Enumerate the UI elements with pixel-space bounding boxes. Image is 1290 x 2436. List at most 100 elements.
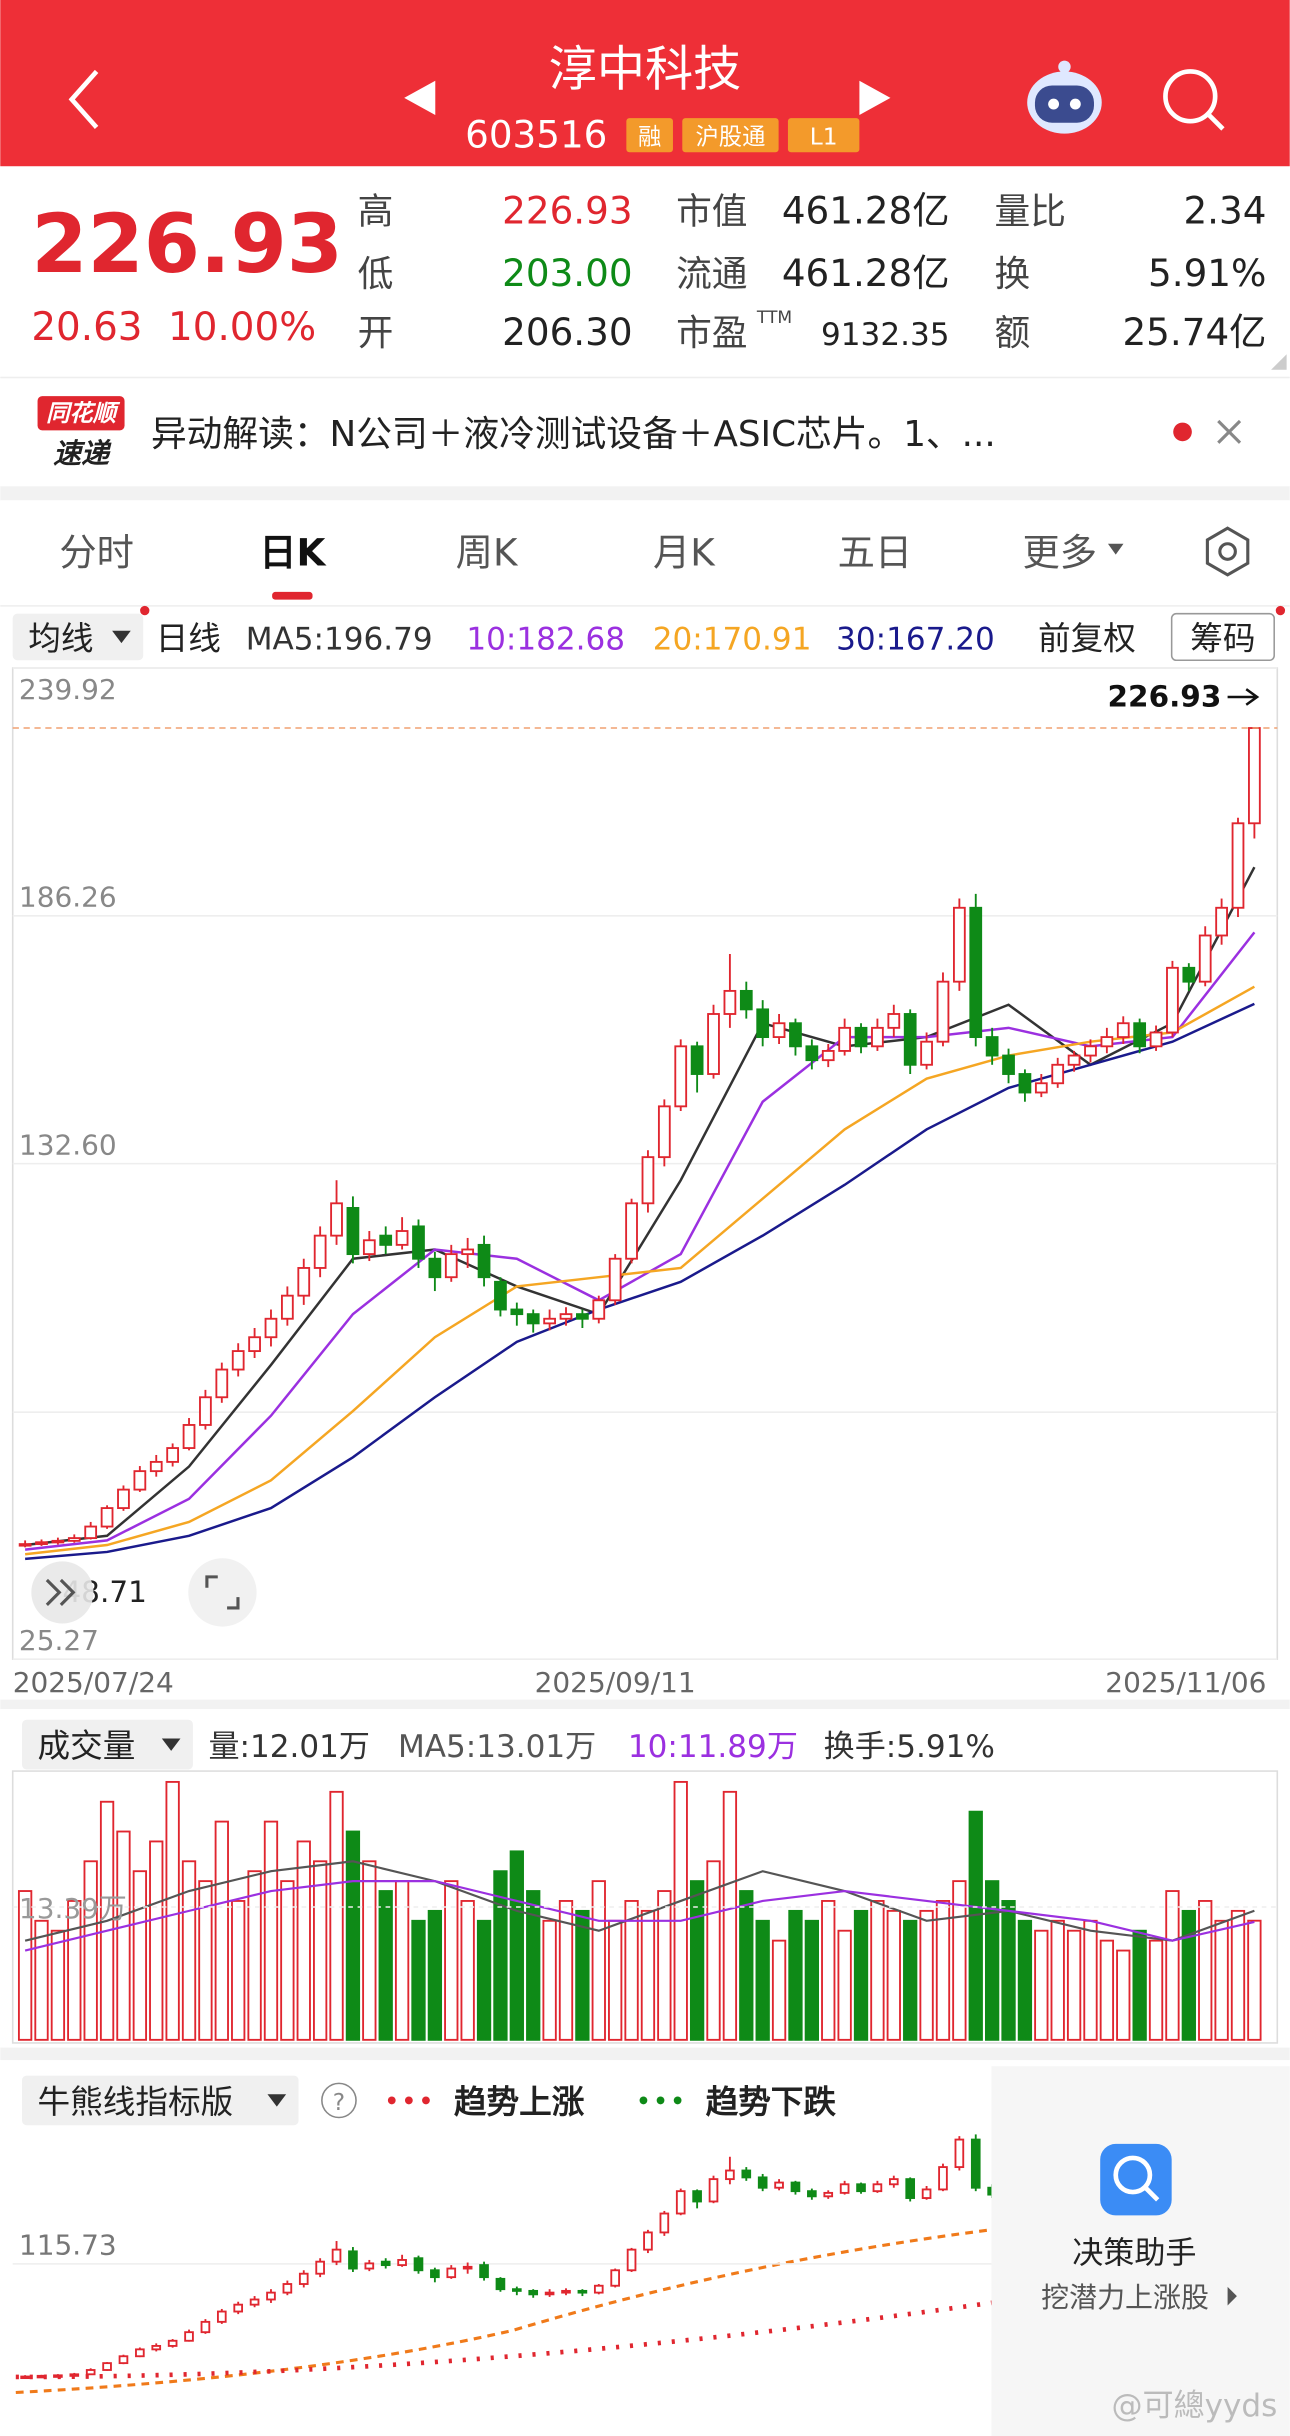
tab[interactable]: 分时 [59,531,134,575]
expand-controls[interactable] [31,1558,257,1627]
candle-body [166,1447,180,1463]
tab[interactable]: 更多 [1023,531,1098,575]
candle-body [674,1045,688,1108]
candle-body [348,2250,358,2270]
quote-stats: 高 226.93 市值 461.28亿 量比 2.34低 203.00 流通 461.28亿换 5… [358,189,1267,354]
candle-body [1248,727,1261,825]
volume-bar [1066,1929,1082,2041]
volume-bar [968,1810,983,2041]
volume-bar [247,1870,262,2041]
volume-selector[interactable] [22,1719,193,1770]
candle-body [577,2289,588,2294]
indicator-selector[interactable] [22,2075,299,2126]
volume-title: 成交量 [38,1727,136,1765]
indicator-title: 牛熊线指标版 [38,2083,234,2121]
volume-bar [1099,1939,1115,2041]
chips-button[interactable] [1170,612,1275,662]
tag: 融 [638,123,661,150]
tag-box [626,118,673,153]
help-mark: ? [333,2089,345,2116]
back-button[interactable] [68,69,99,129]
search-icon[interactable] [1163,69,1225,131]
assistant-card[interactable]: 决策助手 挖潜力上涨股 [991,2066,1290,2436]
candle-body [264,1317,278,1339]
ma-legend: MA5:196.79 10:182.68 20:170.91 30:167.20 [246,621,995,657]
volume-bar [165,1780,180,2041]
candle-body [462,2265,473,2270]
volume-bar [296,1840,311,2041]
candle-body [477,1243,491,1279]
volume-ma-legend: 10:11.89万 [628,1729,798,1765]
candle-body [921,2188,932,2199]
candle-body [1002,1054,1015,1075]
candle-body [1166,966,1179,1034]
volume-bar [17,1890,33,2041]
tag-box [682,118,779,153]
volume-bar [149,1840,164,2041]
candle-body [215,1368,229,1399]
candle-body [659,2212,670,2234]
candle-body [346,1206,360,1256]
volume-bar [1165,1890,1180,2041]
corner-mark [1271,354,1287,370]
candle-body [871,1026,884,1048]
stat-value: 461.28亿 [782,189,950,233]
ma-selector[interactable] [12,613,144,661]
tag: L1 [810,123,838,150]
ma-legend-value: 196.79 [324,621,433,657]
volume-bar [362,1860,377,2041]
ma-legend-name: MA5: [246,621,324,657]
candle-body [1084,1045,1097,1057]
volume-bar [34,1919,49,2041]
candle-body [199,1396,212,1426]
price-change: 20.63 [31,305,142,350]
candle-body [938,2166,948,2191]
candle-body [969,906,983,1039]
candle-body [690,1045,704,1075]
tab[interactable]: 月K [653,531,716,575]
stat-sup: TTM [756,308,792,328]
x-tick-label: 2025/11/06 [1105,1666,1266,1699]
candle-body [35,1541,48,1546]
volume-bar [394,1880,410,2041]
candle-body [151,2344,162,2351]
volume-bar [935,1900,951,2041]
candle-body [69,2373,80,2377]
candle-body [610,2269,620,2287]
candle-body [725,2169,735,2181]
candle-body [593,2284,604,2294]
tab[interactable]: 日K [259,531,326,575]
ma-legend-item: 30:167.20 [836,621,995,657]
help-icon[interactable] [321,2082,357,2119]
watermark: @可總yyds [1111,2388,1277,2424]
settings-icon[interactable] [1205,526,1250,577]
candle-body [280,1294,294,1320]
tab[interactable]: 五日 [838,531,913,575]
adjust-label[interactable]: 前复权 [1038,619,1136,657]
candle-body [1034,1082,1048,1094]
legend-down-swatch [639,2096,682,2105]
volume-bar [755,1919,770,2041]
ma-line [24,866,1256,1547]
news-text[interactable]: 异动解读：N公司＋液冷测试设备＋ASIC芯片。1、... [151,414,996,455]
volume-bar [231,1900,246,2041]
volume-bar [280,1880,295,2041]
next-stock[interactable] [859,80,891,115]
stat-value: 206.30 [502,310,632,354]
candle-body [36,2374,47,2379]
volume-caret [161,1738,181,1751]
candle-body [805,1045,819,1062]
candle-body [248,1336,261,1353]
candle-body [84,1525,98,1540]
candle-body [100,1507,114,1528]
prev-stock[interactable] [404,80,436,115]
robot-icon[interactable] [1027,60,1102,134]
close-news[interactable] [1217,419,1242,444]
candle-body [1149,1031,1163,1048]
tab[interactable]: 周K [456,531,519,575]
candle-body [1018,1073,1032,1094]
candle-body [494,1280,507,1311]
stat-value: 2.34 [1183,189,1266,233]
candle-body [757,2176,768,2189]
candle-body [20,2375,30,2380]
